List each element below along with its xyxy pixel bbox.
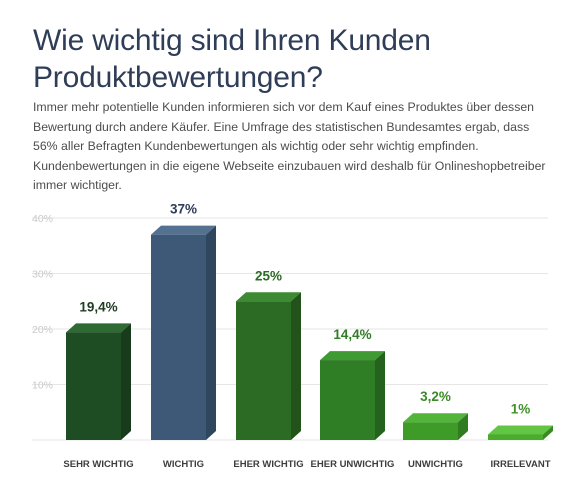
page-title: Wie wichtig sind Ihren Kunden Produktbew… xyxy=(33,22,553,96)
category-label: IRRELEVANT xyxy=(491,459,551,470)
category-label: WICHTIG xyxy=(163,459,204,470)
bar-side xyxy=(121,323,131,440)
bar-top xyxy=(403,413,468,423)
bar xyxy=(320,360,375,440)
bar-top xyxy=(488,425,553,435)
bar xyxy=(66,332,121,440)
bar-side xyxy=(375,351,385,440)
data-label: 37% xyxy=(170,202,197,217)
category-label: UNWICHTIG xyxy=(408,459,463,470)
description-text: Immer mehr potentielle Kunden informiere… xyxy=(33,100,546,192)
bar-side xyxy=(206,225,216,440)
y-tick-label: 10% xyxy=(32,380,53,392)
bar-side xyxy=(458,413,468,440)
title-line-1: Wie wichtig sind Ihren Kunden xyxy=(33,24,431,57)
bar-top xyxy=(236,292,301,302)
y-tick-label: 30% xyxy=(32,269,53,281)
bar xyxy=(488,434,543,440)
bar-top xyxy=(151,225,216,235)
bar-side xyxy=(291,292,301,440)
bar xyxy=(151,234,206,440)
bar xyxy=(236,301,291,440)
data-label: 19,4% xyxy=(79,299,117,314)
y-tick-label: 40% xyxy=(32,213,53,225)
bar-top xyxy=(320,351,385,361)
title-line-2: Produktbewertungen? xyxy=(33,61,323,94)
data-label: 3,2% xyxy=(420,389,451,404)
data-label: 1% xyxy=(511,401,531,416)
bar-top xyxy=(66,323,131,333)
bar-side xyxy=(543,425,553,440)
category-label: EHER WICHTIG xyxy=(233,459,303,470)
data-label: 25% xyxy=(255,268,282,283)
data-label: 14,4% xyxy=(333,327,371,342)
bar xyxy=(403,422,458,440)
y-tick-label: 20% xyxy=(32,324,53,336)
category-label: EHER UNWICHTIG xyxy=(311,459,395,470)
category-label: SEHR WICHTIG xyxy=(63,459,133,470)
